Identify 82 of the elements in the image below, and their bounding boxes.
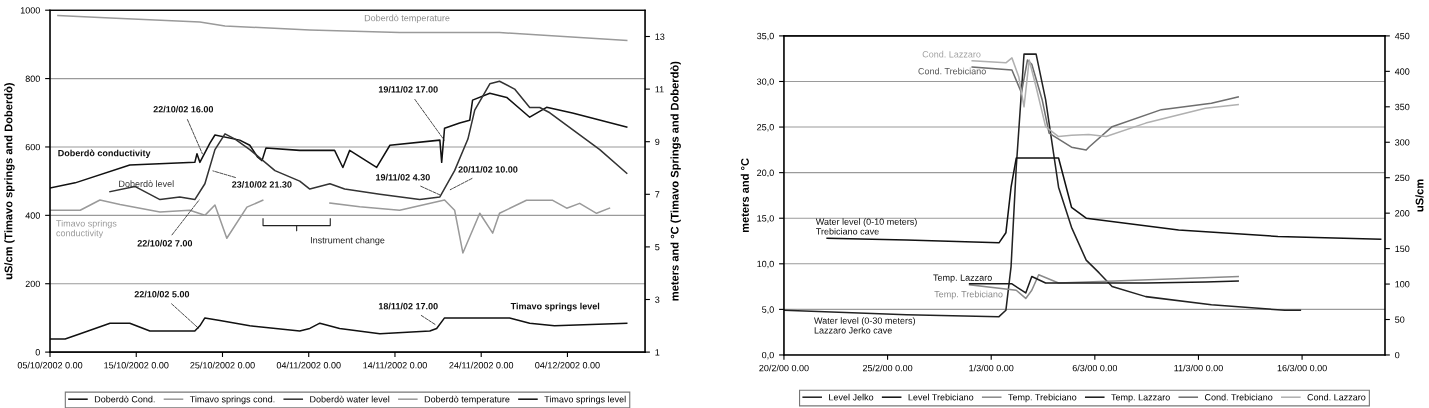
y2-tick-label: 5 — [655, 243, 660, 251]
legend-label: Level Jelko — [829, 393, 874, 401]
annotation: Water level (0-30 meters) Lazzaro Jerko cave — [814, 317, 915, 334]
y2-tick-label: 200 — [1395, 210, 1410, 217]
y-tick-label: 25,0 — [757, 124, 774, 132]
x-tick-label: 04/11/2002 0.00 — [276, 361, 341, 369]
annotation: Water level (0-10 meters) Trebiciano cave — [815, 218, 917, 235]
x-tick-label: 20/2/00 0.00 — [759, 364, 809, 372]
annotation: Instrument change — [310, 236, 385, 246]
annotation: Temp. Trebiciano — [934, 290, 1003, 300]
legend-label: Level Trebiciano — [908, 393, 974, 401]
annotation: 19/11/02 17.00 — [378, 86, 438, 93]
annotation: Timavo springs level — [510, 302, 600, 312]
x-tick-label: 6/3/00 0.00 — [1072, 364, 1118, 372]
annotation: Cond. Lazzaro — [922, 50, 981, 58]
annotation: 22/10/02 16.00 — [153, 105, 214, 113]
x-tick-label: 05/10/2002 0.00 — [17, 361, 83, 369]
y-tick-label: 200 — [25, 280, 40, 288]
legend-label: Timavo springs level — [544, 395, 626, 405]
x-tick-label: 15/10/2002 0.00 — [104, 361, 169, 369]
y-tick-label: 5,0 — [762, 306, 774, 314]
x-tick-label: 25/2/00 0.00 — [862, 364, 913, 372]
annotation: 19/11/02 4.30 — [376, 173, 430, 181]
y2-tick-label: 100 — [1395, 281, 1410, 288]
y2-tick-label: 150 — [1395, 245, 1410, 252]
y2-tick-label: 11 — [655, 86, 664, 93]
y-tick-label: 400 — [25, 212, 40, 219]
y-axis-title: uS/cm (Timavo springs and Doberdò) — [4, 83, 15, 280]
legend-label: Doberdò temperature — [424, 395, 510, 405]
y-tick-label: 20,0 — [757, 169, 774, 178]
x-tick-label: 11/3/00 0.00 — [1174, 364, 1223, 372]
y2-tick-label: 50 — [1395, 316, 1405, 323]
annotation: 20/11/02 10.00 — [458, 166, 518, 173]
annotation: Doberdò temperature — [364, 14, 450, 24]
y2-tick-label: 9 — [655, 138, 660, 146]
x-tick-label: 16/3/00 0.00 — [1277, 364, 1327, 372]
y-tick-label: 35,0 — [757, 32, 774, 41]
x-tick-label: 1/3/00 0.00 — [969, 364, 1014, 372]
y-tick-label: 0 — [35, 349, 40, 356]
y-tick-label: 600 — [25, 143, 40, 151]
y2-tick-label: 1 — [655, 349, 660, 356]
x-tick-label: 24/11/2002 0.00 — [449, 361, 514, 369]
y2-tick-label: 3 — [655, 296, 660, 303]
y2-tick-label: 350 — [1395, 103, 1410, 111]
y-tick-label: 0,0 — [762, 351, 774, 360]
y-tick-label: 1000 — [20, 7, 40, 14]
annotation: Timavo springs conductivity — [56, 219, 117, 239]
line-series — [50, 92, 628, 189]
annotation: 23/10/02 21.30 — [232, 181, 292, 188]
x-tick-label: 04/12/2002 0.00 — [535, 361, 600, 369]
legend-label: Doberdò water level — [310, 395, 390, 403]
legend-label: Cond. Lazzaro — [1307, 393, 1366, 401]
y2-tick-label: 13 — [655, 33, 665, 40]
y-tick-label: 10,0 — [757, 260, 774, 269]
annotation: Doberdò level — [119, 180, 174, 187]
legend-label: Timavo springs cond. — [189, 395, 275, 405]
annotation: Doberdò conductivity — [58, 149, 151, 159]
legend-label: Temp. Trebiciano — [1008, 393, 1077, 403]
line-series — [57, 14, 628, 42]
y2-tick-label: 300 — [1395, 139, 1410, 146]
y-tick-label: 800 — [25, 75, 40, 82]
legend-label: Doberdò Cond. — [94, 395, 155, 403]
line-series — [50, 317, 628, 340]
x-tick-label: 14/11/2002 0.00 — [363, 361, 427, 369]
annotation: 18/11/02 17.00 — [378, 302, 438, 310]
legend-label: Temp. Lazzaro — [1111, 394, 1170, 403]
annotation: 22/10/02 5.00 — [134, 290, 190, 298]
legend-label: Cond. Trebiciano — [1204, 393, 1273, 401]
annotation: Temp. Lazzaro — [933, 274, 992, 283]
y-tick-label: 15,0 — [757, 215, 774, 223]
y2-axis-title: uS/cm — [1415, 179, 1424, 212]
y-tick-label: 30,0 — [757, 78, 774, 86]
annotation: 22/10/02 7.00 — [137, 239, 193, 247]
x-tick-label: 25/10/2002 0.00 — [190, 361, 255, 369]
y2-tick-label: 250 — [1395, 174, 1410, 182]
y2-tick-label: 0 — [1395, 351, 1400, 359]
annotation: Cond. Trebiciano — [918, 67, 986, 75]
y2-tick-label: 400 — [1394, 68, 1410, 75]
y2-tick-label: 450 — [1394, 32, 1410, 40]
y2-tick-label: 7 — [655, 191, 660, 198]
y2-axis-title: meters and °C (Timavo Springs and Doberdò) — [670, 61, 681, 301]
y-axis-title: meters and °C — [740, 158, 749, 233]
